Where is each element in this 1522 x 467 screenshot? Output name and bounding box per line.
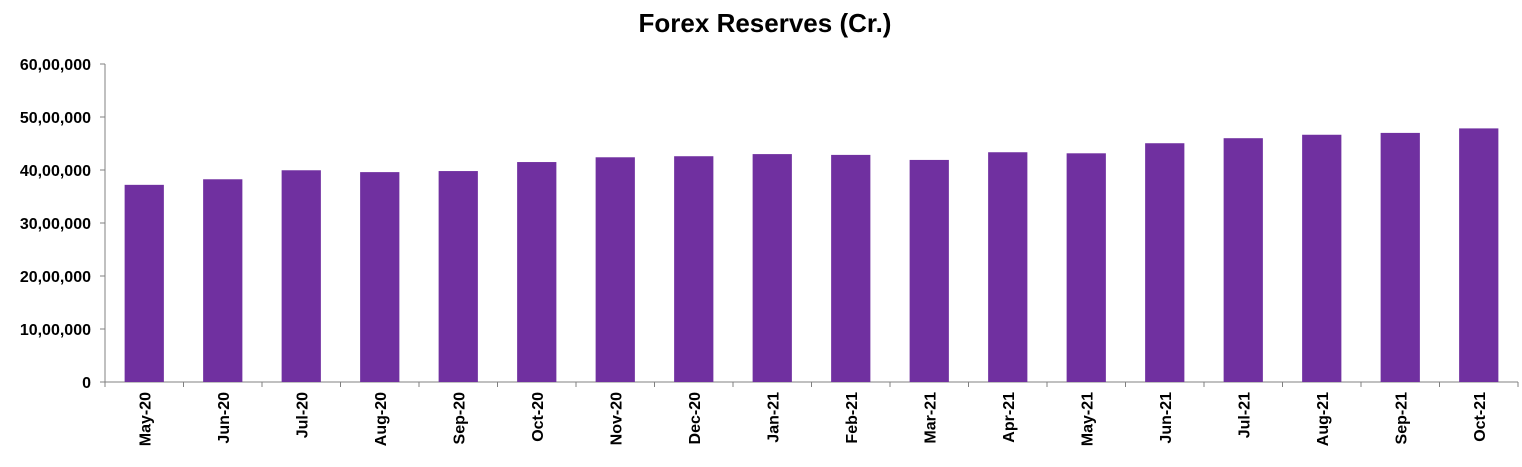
x-tick-label: Jan-21 (765, 392, 782, 443)
bar-oct-21 (1459, 128, 1499, 382)
x-tick-label: Sep-20 (451, 392, 468, 445)
x-tick-label: Jul-21 (1236, 392, 1253, 438)
bar-sep-20 (438, 171, 478, 382)
chart-title: Forex Reserves (Cr.) (638, 8, 892, 38)
bar-jul-21 (1223, 138, 1263, 382)
x-tick-label: Feb-21 (844, 392, 861, 444)
bar-jun-20 (203, 179, 243, 382)
x-tick-label: May-21 (1079, 392, 1096, 446)
bar-sep-21 (1380, 132, 1420, 382)
bar-aug-21 (1302, 134, 1342, 382)
bar-mar-21 (909, 159, 949, 382)
y-tick-label: 0 (82, 375, 91, 392)
bar-may-20 (124, 184, 164, 382)
x-tick-label: Jun-21 (1158, 392, 1175, 444)
bar-dec-20 (674, 156, 714, 382)
bar-apr-21 (988, 152, 1028, 382)
y-tick-label: 40,00,000 (20, 163, 91, 180)
y-tick-label: 30,00,000 (20, 216, 91, 233)
x-tick-label: Nov-20 (608, 392, 625, 445)
x-tick-label: Sep-21 (1393, 392, 1410, 445)
bar-oct-20 (517, 162, 557, 382)
x-tick-label: Oct-20 (530, 392, 547, 442)
bar-jul-20 (281, 170, 321, 382)
bar-aug-20 (360, 172, 400, 382)
x-tick-label: Dec-20 (687, 392, 704, 445)
y-tick-label: 60,00,000 (20, 57, 91, 74)
x-tick-label: Apr-21 (1001, 392, 1018, 443)
x-tick-label: Jul-20 (294, 392, 311, 438)
x-tick-label: Aug-21 (1315, 392, 1332, 446)
x-tick-label: Jun-20 (216, 392, 233, 444)
bar-jun-21 (1145, 143, 1185, 382)
y-tick-label: 20,00,000 (20, 269, 91, 286)
y-tick-label: 10,00,000 (20, 322, 91, 339)
bar-jan-21 (752, 154, 792, 382)
x-tick-label: Aug-20 (373, 392, 390, 446)
bar-feb-21 (831, 154, 871, 382)
y-tick-label: 50,00,000 (20, 110, 91, 127)
x-tick-label: Mar-21 (922, 392, 939, 444)
x-tick-label: May-20 (137, 392, 154, 446)
bar-nov-20 (595, 157, 635, 382)
x-tick-label: Oct-21 (1472, 392, 1489, 442)
bar-may-21 (1066, 153, 1106, 382)
